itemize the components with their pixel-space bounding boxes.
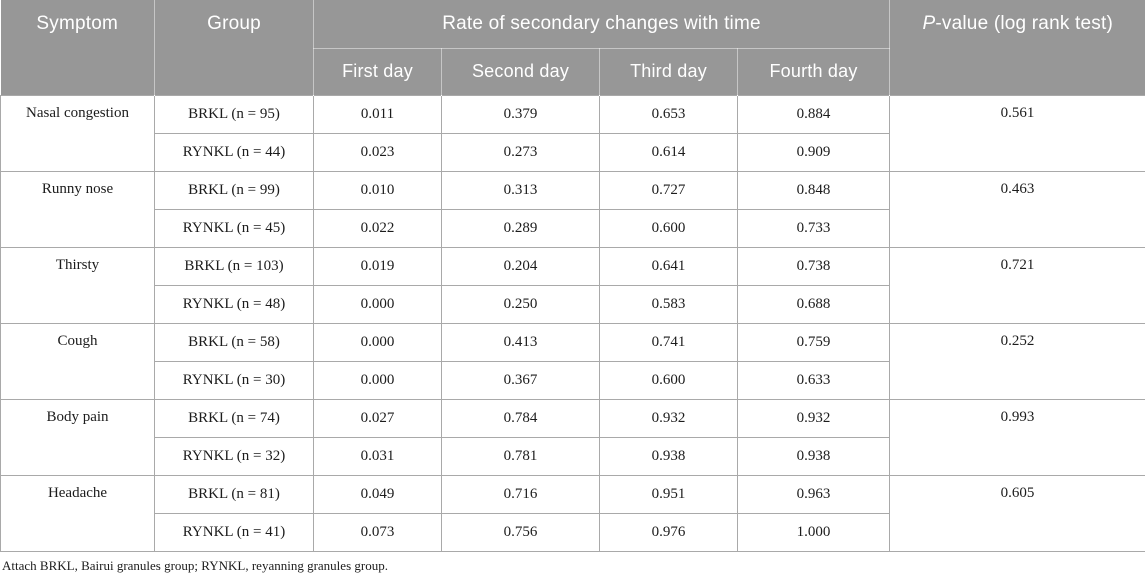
rate-cell: 0.741 bbox=[599, 322, 738, 362]
symptom-cell: Body pain bbox=[0, 398, 155, 476]
p-value-italic-letter: P bbox=[922, 13, 936, 34]
table-row: RYNKL (n = 48) 0.000 0.250 0.583 0.688 bbox=[1, 284, 1145, 324]
rate-cell: 0.367 bbox=[441, 360, 600, 400]
column-header-first-day: First day bbox=[313, 48, 442, 95]
symptom-cell: Cough bbox=[0, 322, 155, 400]
table-row: RYNKL (n = 45) 0.022 0.289 0.600 0.733 bbox=[1, 208, 1145, 248]
rate-cell: 0.938 bbox=[737, 436, 890, 476]
rate-cell: 0.289 bbox=[441, 208, 600, 248]
rate-cell: 0.273 bbox=[441, 132, 600, 172]
rate-cell: 0.250 bbox=[441, 284, 600, 324]
rate-cell: 0.738 bbox=[737, 246, 890, 286]
rate-cell: 0.759 bbox=[737, 322, 890, 362]
p-value-cell: 0.463 bbox=[889, 170, 1145, 248]
table-footnote: Attach BRKL, Bairui granules group; RYNK… bbox=[2, 557, 388, 573]
rate-cell: 0.000 bbox=[313, 284, 442, 324]
rate-cell: 0.019 bbox=[313, 246, 442, 286]
rate-cell: 0.379 bbox=[441, 94, 600, 134]
p-value-cell: 0.993 bbox=[889, 398, 1145, 476]
rate-cell: 0.583 bbox=[599, 284, 738, 324]
symptom-cell: Nasal congestion bbox=[0, 94, 155, 172]
rate-cell: 0.756 bbox=[441, 512, 600, 552]
column-header-third-day: Third day bbox=[599, 48, 738, 95]
column-header-p-value: P-value (log rank test) bbox=[889, 0, 1145, 95]
rate-cell: 0.600 bbox=[599, 208, 738, 248]
table-body: Nasal congestion BRKL (n = 95) 0.011 0.3… bbox=[0, 94, 1145, 552]
rate-cell: 0.733 bbox=[737, 208, 890, 248]
rate-cell: 0.932 bbox=[599, 398, 738, 438]
rate-cell: 0.000 bbox=[313, 322, 442, 362]
group-cell: BRKL (n = 103) bbox=[154, 246, 314, 286]
group-cell: BRKL (n = 81) bbox=[154, 474, 314, 514]
rate-cell: 0.614 bbox=[599, 132, 738, 172]
group-cell: RYNKL (n = 30) bbox=[154, 360, 314, 400]
symptom-cell: Headache bbox=[0, 474, 155, 552]
rate-cell: 0.727 bbox=[599, 170, 738, 210]
group-cell: RYNKL (n = 45) bbox=[154, 208, 314, 248]
rate-cell: 0.600 bbox=[599, 360, 738, 400]
table-row: Headache BRKL (n = 81) 0.049 0.716 0.951… bbox=[0, 474, 1145, 552]
rate-cell: 0.073 bbox=[313, 512, 442, 552]
rate-cell: 0.909 bbox=[737, 132, 890, 172]
rate-cell: 0.023 bbox=[313, 132, 442, 172]
table-row: Runny nose BRKL (n = 99) 0.010 0.313 0.7… bbox=[0, 170, 1145, 248]
table-row: RYNKL (n = 41) 0.073 0.756 0.976 1.000 bbox=[1, 512, 1145, 552]
p-value-cell: 0.252 bbox=[889, 322, 1145, 400]
rate-cell: 1.000 bbox=[737, 512, 890, 552]
rate-cell: 0.027 bbox=[313, 398, 442, 438]
table-row: Body pain BRKL (n = 74) 0.027 0.784 0.93… bbox=[0, 398, 1145, 476]
symptom-rate-table: Symptom Group Rate of secondary changes … bbox=[0, 0, 1145, 552]
group-cell: BRKL (n = 74) bbox=[154, 398, 314, 438]
p-value-cell: 0.721 bbox=[889, 246, 1145, 324]
table-row: Thirsty BRKL (n = 103) 0.019 0.204 0.641… bbox=[0, 246, 1145, 324]
rate-cell: 0.031 bbox=[313, 436, 442, 476]
header-row-days: First day Second day Third day Fourth da… bbox=[1, 48, 1145, 95]
group-cell: RYNKL (n = 44) bbox=[154, 132, 314, 172]
rate-cell: 0.022 bbox=[313, 208, 442, 248]
rate-cell: 0.848 bbox=[737, 170, 890, 210]
rate-cell: 0.204 bbox=[441, 246, 600, 286]
rate-cell: 0.784 bbox=[441, 398, 600, 438]
rate-cell: 0.976 bbox=[599, 512, 738, 552]
rate-cell: 0.010 bbox=[313, 170, 442, 210]
rate-cell: 0.633 bbox=[737, 360, 890, 400]
rate-cell: 0.011 bbox=[313, 94, 442, 134]
rate-cell: 0.688 bbox=[737, 284, 890, 324]
rate-cell: 0.932 bbox=[737, 398, 890, 438]
column-header-group: Group bbox=[154, 0, 314, 95]
rate-cell: 0.938 bbox=[599, 436, 738, 476]
table-row: Cough BRKL (n = 58) 0.000 0.413 0.741 0.… bbox=[0, 322, 1145, 400]
rate-cell: 0.951 bbox=[599, 474, 738, 514]
column-header-fourth-day: Fourth day bbox=[737, 48, 890, 95]
column-header-second-day: Second day bbox=[441, 48, 600, 95]
rate-cell: 0.000 bbox=[313, 360, 442, 400]
group-cell: BRKL (n = 95) bbox=[154, 94, 314, 134]
table-header: Symptom Group Rate of secondary changes … bbox=[0, 0, 1145, 95]
group-cell: RYNKL (n = 48) bbox=[154, 284, 314, 324]
rate-cell: 0.884 bbox=[737, 94, 890, 134]
rate-cell: 0.963 bbox=[737, 474, 890, 514]
table-row: Nasal congestion BRKL (n = 95) 0.011 0.3… bbox=[0, 94, 1145, 172]
group-cell: BRKL (n = 99) bbox=[154, 170, 314, 210]
rate-cell: 0.049 bbox=[313, 474, 442, 514]
rate-cell: 0.313 bbox=[441, 170, 600, 210]
group-cell: BRKL (n = 58) bbox=[154, 322, 314, 362]
p-value-cell: 0.605 bbox=[889, 474, 1145, 552]
header-row-main: Symptom Group Rate of secondary changes … bbox=[0, 0, 1145, 95]
rate-cell: 0.781 bbox=[441, 436, 600, 476]
rate-cell: 0.716 bbox=[441, 474, 600, 514]
p-value-cell: 0.561 bbox=[889, 94, 1145, 172]
rate-cell: 0.641 bbox=[599, 246, 738, 286]
group-cell: RYNKL (n = 32) bbox=[154, 436, 314, 476]
rate-cell: 0.653 bbox=[599, 94, 738, 134]
column-header-symptom: Symptom bbox=[0, 0, 155, 95]
column-header-rate-title: Rate of secondary changes with time bbox=[313, 0, 890, 49]
group-cell: RYNKL (n = 41) bbox=[154, 512, 314, 552]
symptom-cell: Runny nose bbox=[0, 170, 155, 248]
symptom-cell: Thirsty bbox=[0, 246, 155, 324]
p-value-label-rest: -value (log rank test) bbox=[935, 13, 1113, 34]
rate-cell: 0.413 bbox=[441, 322, 600, 362]
